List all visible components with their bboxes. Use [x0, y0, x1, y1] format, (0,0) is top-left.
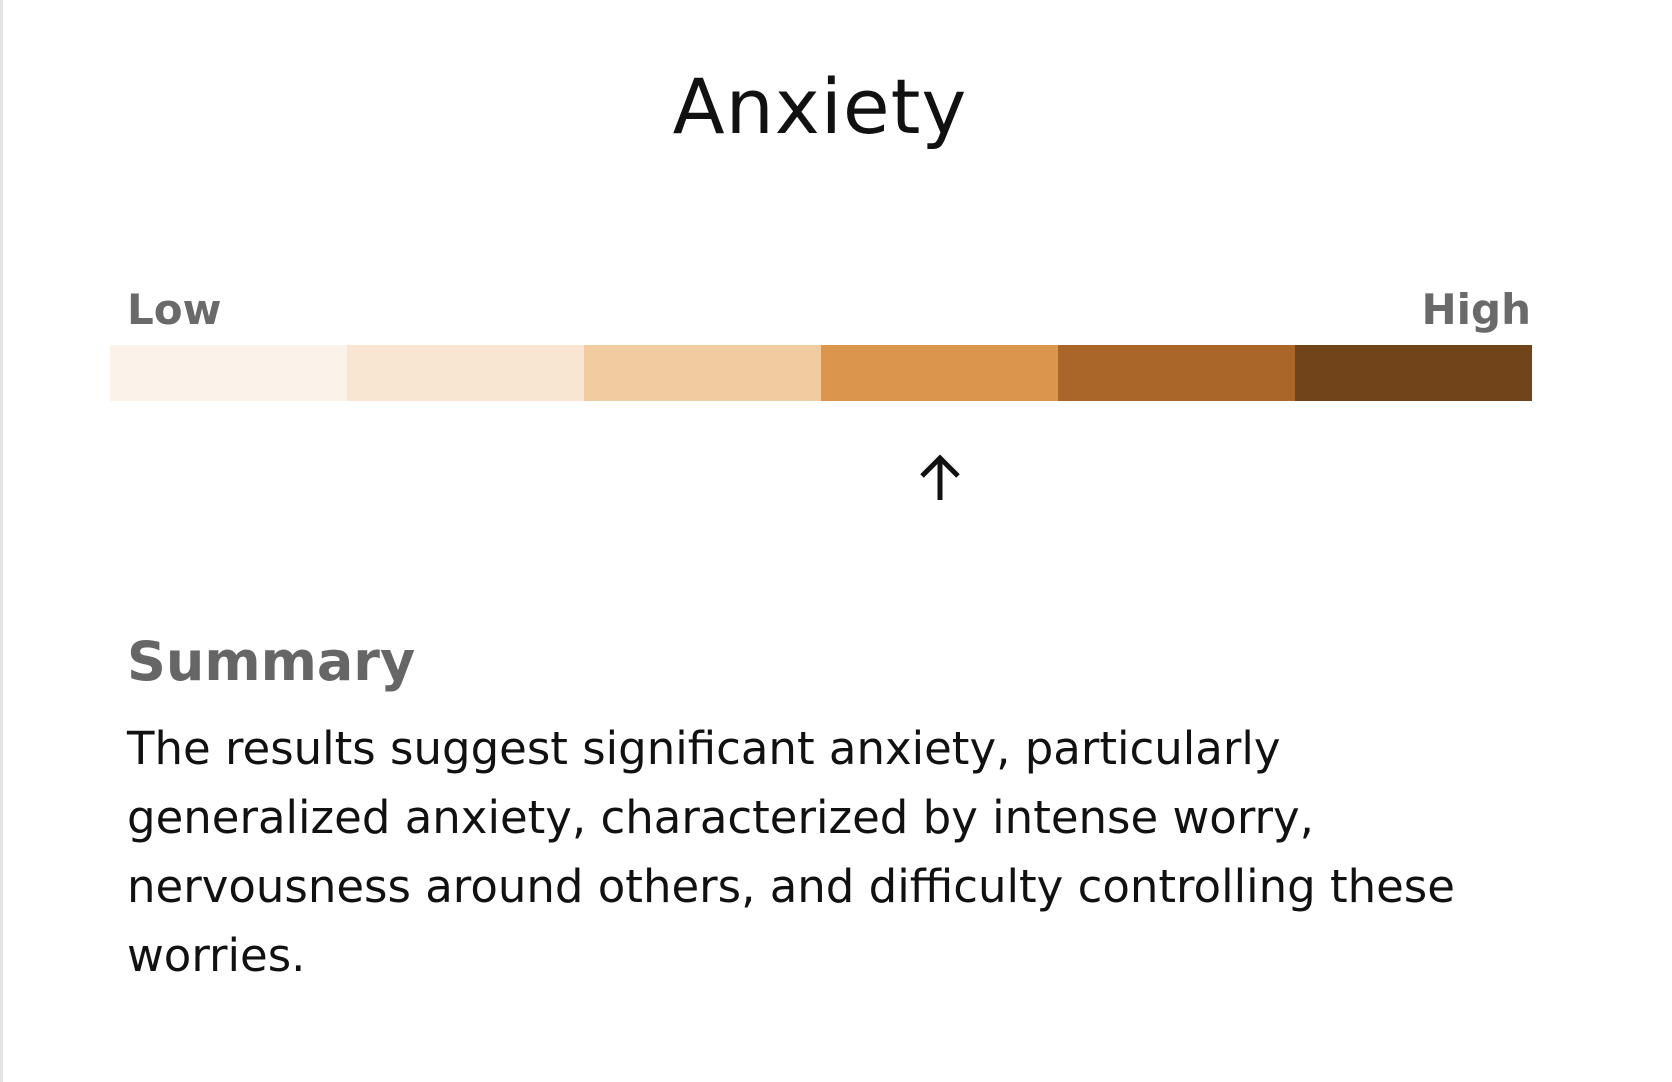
arrow-up-icon — [919, 454, 960, 500]
scale-low-label: Low — [127, 285, 222, 334]
severity-scale-bar — [110, 345, 1532, 401]
page-left-border — [0, 0, 3, 1082]
scale-segment-1 — [110, 345, 347, 401]
scale-segment-6 — [1295, 345, 1532, 401]
scale-high-label: High — [1421, 285, 1531, 334]
page-title: Anxiety — [672, 62, 968, 151]
scale-segment-3 — [584, 345, 821, 401]
scale-segment-4 — [821, 345, 1058, 401]
scale-segment-5 — [1058, 345, 1295, 401]
summary-heading: Summary — [127, 630, 416, 693]
scale-segment-2 — [347, 345, 584, 401]
summary-text: The results suggest significant anxiety,… — [127, 722, 1455, 982]
